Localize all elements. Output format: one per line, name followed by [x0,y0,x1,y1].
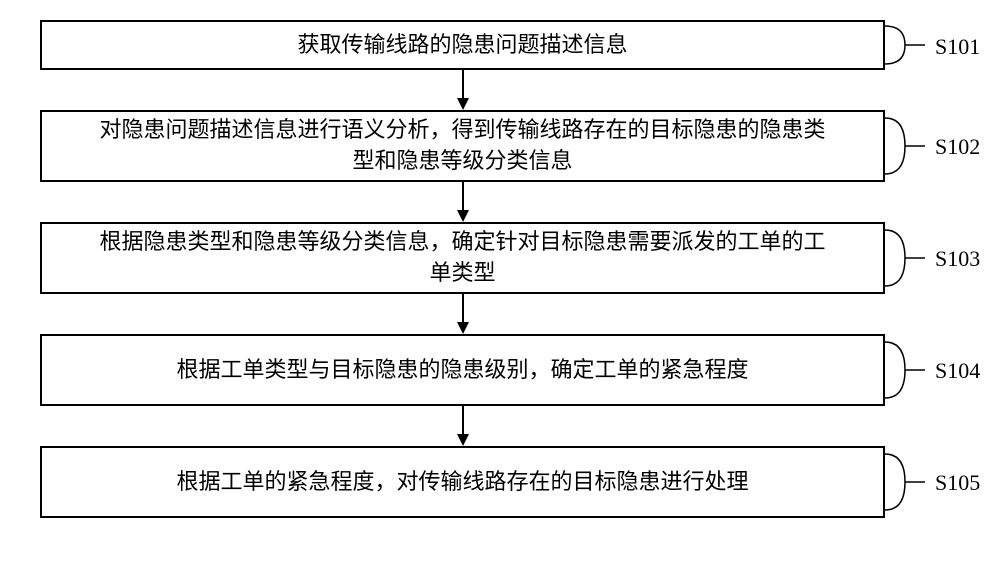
arrow-1-2 [40,70,885,110]
step-text: 根据工单的紧急程度，对传输线路存在的目标隐患进行处理 [176,467,748,498]
step-label-4: S104 [935,358,980,384]
arrow-2-3 [40,182,885,222]
step-text: 对隐患问题描述信息进行语义分析，得到传输线路存在的目标隐患的隐患类 型和隐患等级… [99,115,825,177]
bracket-4 [885,334,940,406]
step-text: 根据工单类型与目标隐患的隐患级别，确定工单的紧急程度 [176,355,748,386]
flow-step-3: 根据隐患类型和隐患等级分类信息，确定针对目标隐患需要派发的工单的工 单类型 [40,222,885,294]
flow-step-4: 根据工单类型与目标隐患的隐患级别，确定工单的紧急程度 [40,334,885,406]
flow-step-2: 对隐患问题描述信息进行语义分析，得到传输线路存在的目标隐患的隐患类 型和隐患等级… [40,110,885,182]
step-label-1: S101 [935,34,980,60]
step-label-5: S105 [935,470,980,496]
arrow-4-5 [40,406,885,446]
arrow-3-4 [40,294,885,334]
step-label-3: S103 [935,246,980,272]
bracket-5 [885,446,940,518]
bracket-1 [885,20,940,70]
step-text: 获取传输线路的隐患问题描述信息 [297,30,627,61]
bracket-2 [885,110,940,182]
flow-step-5: 根据工单的紧急程度，对传输线路存在的目标隐患进行处理 [40,446,885,518]
flow-step-1: 获取传输线路的隐患问题描述信息 [40,20,885,70]
flowchart-container: 获取传输线路的隐患问题描述信息 S101 对隐患问题描述信息进行语义分析，得到传… [40,20,960,518]
step-label-2: S102 [935,134,980,160]
step-text: 根据隐患类型和隐患等级分类信息，确定针对目标隐患需要派发的工单的工 单类型 [99,227,825,289]
bracket-3 [885,222,940,294]
